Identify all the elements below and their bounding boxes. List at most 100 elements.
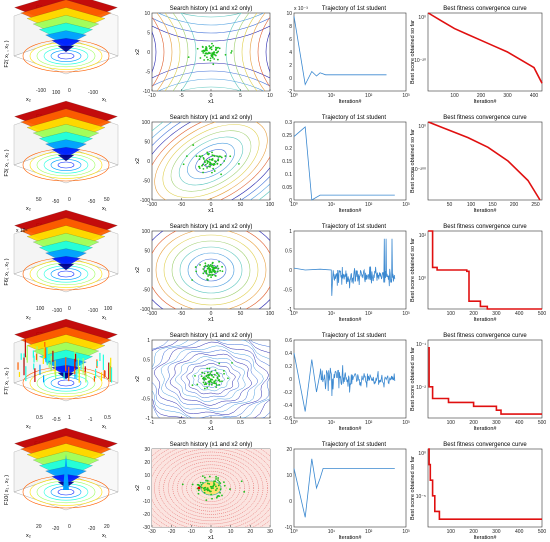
search-point: [197, 492, 200, 495]
search-point: [208, 152, 210, 155]
surface-tick: -20: [88, 526, 95, 532]
search-point: [210, 48, 213, 51]
search-point: [215, 496, 218, 499]
trajectory-xtick: 10²: [365, 93, 373, 99]
trajectory-ytick: -2: [288, 89, 293, 95]
search-point: [209, 52, 211, 55]
convergence-axes: [427, 12, 543, 92]
trajectory-axes: [293, 121, 407, 201]
contour-line: [154, 122, 268, 200]
trajectory-xtick: 10²: [365, 311, 373, 317]
contour-line: [167, 458, 255, 518]
search-point: [216, 155, 218, 158]
convergence-ylabel: Best score obtained so far: [410, 238, 416, 302]
search-point: [243, 490, 246, 493]
surface-panel: F2 Parameter spaceF2( x₁ , x₂ )x₂x₁-1001…: [4, 0, 119, 103]
search-point: [219, 380, 221, 383]
search-point: [201, 46, 204, 49]
trajectory-xtick: 10³: [402, 311, 410, 317]
trajectory-line: [293, 238, 396, 296]
search-point: [214, 485, 217, 488]
history-contours: [152, 231, 270, 309]
surface-tick: 100: [36, 306, 45, 312]
trajectory-line: [293, 16, 387, 86]
search-point: [201, 475, 204, 478]
trajectory-ytick: 0.15: [282, 159, 292, 165]
search-point: [215, 475, 217, 478]
contour-line: [195, 149, 227, 173]
trajectory-title: Trajectory of 1st student: [322, 442, 386, 448]
surface-ylabel: x₁: [102, 97, 107, 103]
search-point: [206, 371, 209, 374]
convergence-title: Best fitness convergence curve: [443, 442, 527, 448]
history-panel: Search history (x1 and x2 only) -30 -20 -10…: [135, 442, 273, 541]
search-point: [212, 51, 215, 54]
search-point: [214, 54, 217, 57]
history-xtick: 0: [210, 529, 213, 535]
search-point: [204, 262, 207, 265]
search-point: [207, 374, 210, 377]
trajectory-xtick: 10¹: [328, 529, 336, 535]
convergence-title: Best fitness convergence curve: [443, 333, 527, 339]
contour-line: [163, 454, 259, 522]
surface-tick: 0: [68, 524, 71, 530]
contour-line: [152, 62, 270, 79]
search-point: [210, 383, 213, 386]
surface-tick: 20: [36, 524, 42, 530]
search-point: [218, 260, 220, 263]
search-point: [203, 372, 206, 375]
search-point: [206, 386, 209, 389]
convergence-line: [428, 121, 541, 201]
search-point: [216, 376, 219, 379]
search-point: [213, 269, 216, 272]
trajectory-title: Trajectory of 1st student: [322, 6, 386, 12]
search-point: [229, 155, 232, 158]
search-point: [224, 155, 227, 157]
search-point: [210, 374, 213, 376]
search-point: [203, 383, 206, 386]
convergence-line: [427, 12, 543, 84]
search-point: [208, 489, 211, 492]
search-point: [219, 491, 221, 494]
trajectory-ytick: 0.1: [285, 172, 292, 178]
search-point: [196, 47, 199, 50]
surface-tick: 1: [68, 415, 71, 421]
convergence-xtick: 500: [538, 529, 547, 535]
search-point: [198, 158, 201, 161]
convergence-xtick: 250: [531, 202, 540, 208]
history-ytick: -100: [140, 307, 150, 313]
history-title: Search history (x1 and x2 only): [170, 224, 253, 230]
contour-line: [180, 13, 197, 91]
search-point: [205, 488, 208, 491]
history-xtick: -50: [178, 202, 185, 208]
history-ytick: 5: [147, 30, 150, 36]
history-xtick: -5: [179, 93, 184, 99]
contour-line: [152, 31, 157, 73]
search-point: [238, 162, 240, 165]
contour-line: [257, 16, 270, 88]
search-point: [203, 387, 206, 390]
trajectory-title: Trajectory of 1st student: [322, 333, 386, 339]
contour-line: [152, 70, 270, 87]
search-point: [211, 261, 214, 264]
convergence-panel: Best fitness convergence curve 100 200 300 4…: [410, 6, 543, 105]
trajectory-ytick: 4: [289, 50, 292, 56]
search-point: [211, 154, 214, 157]
contour-line: [154, 449, 268, 527]
search-point: [211, 55, 214, 57]
row-2: F3 Parameter spaceF3( x₁ , x₂ )x₂x₁50-50…: [4, 101, 543, 214]
search-point: [219, 269, 222, 272]
search-point: [206, 487, 209, 490]
search-point: [212, 44, 215, 47]
search-point: [216, 265, 219, 267]
trajectory-xtick: 10⁰: [290, 202, 298, 208]
trajectory-ytick: 0: [289, 377, 292, 383]
search-point: [215, 382, 217, 385]
trajectory-ytick: -1: [288, 307, 293, 313]
history-ytick: -0.5: [141, 396, 150, 402]
history-xtick: -10: [188, 529, 195, 535]
surface-xlabel: x₂: [26, 206, 31, 212]
history-ytick: 1: [147, 338, 150, 344]
best-point: [197, 486, 201, 490]
contour-line: [177, 464, 245, 512]
